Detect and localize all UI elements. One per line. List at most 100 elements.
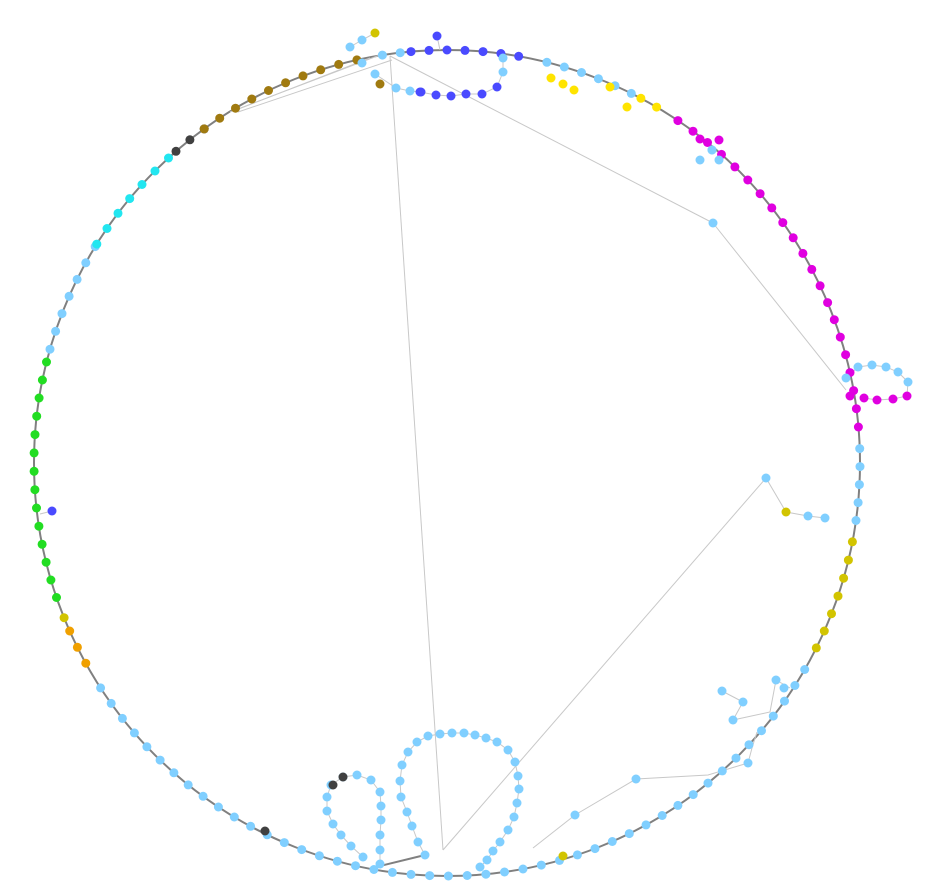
top-node [370,28,380,38]
big-loop-node [435,729,445,739]
ring-node [542,57,552,67]
ring-node [37,375,47,385]
edge [721,679,791,721]
big-loop-node [397,760,407,770]
cluster-node [631,774,641,784]
top-loop-node [446,91,456,101]
big-loop-node [402,807,412,817]
ring-node [778,218,788,228]
yellow-node [605,82,615,92]
ring-node [518,864,528,874]
ring-node [52,593,61,602]
ring-node [652,102,662,112]
diamond-node [695,155,705,165]
ring-node [843,555,853,565]
big-loop-node [482,855,492,865]
top-loop-node [492,82,502,92]
ring-node [377,50,387,60]
ring-node [231,103,240,113]
ring-node [657,811,667,820]
ring-node [854,480,864,490]
ring-node [558,851,568,861]
top-loop-node [416,87,426,97]
ring-node [481,869,491,879]
big-loop-node [420,850,430,860]
big-loop-node [423,731,433,741]
big-loop-node [412,737,422,747]
ring-node [298,71,308,81]
ring-node [730,162,740,172]
ring-node [81,658,91,668]
big-loop-path [399,732,520,868]
ring-node [369,865,379,874]
ring-node [731,753,741,763]
ring-node [853,422,863,432]
small-loop-node [328,780,338,790]
ring-node [703,138,712,147]
cluster-node [717,686,727,696]
ring-node [51,326,61,336]
ring-node [41,557,51,567]
ring-node [150,166,160,176]
ring-node [743,175,753,185]
top-loop-node [498,53,508,63]
small-loop-node [322,806,332,816]
ring-node [636,93,646,103]
ring-node [185,135,195,145]
big-loop-node [512,798,522,808]
ring-node [102,224,112,233]
big-loop-node [407,821,417,831]
ring-node [332,856,342,866]
ring-node [425,871,435,881]
big-loop-node [503,745,513,755]
ring-node [767,203,777,213]
ring-node [387,867,397,877]
ring-node [137,180,147,189]
ring-node [855,462,865,472]
small-loop-node [358,852,368,862]
right-loop-node [872,395,882,405]
ring-node [65,626,75,636]
big-loop-node [395,776,405,786]
big-loop-node [492,737,502,747]
ring-node [297,845,307,855]
ring-node [847,537,857,547]
ring-node [460,45,470,55]
ring-node [811,643,821,653]
ring-node [113,208,123,218]
top-node [432,31,442,41]
ring-node [815,281,825,291]
ring-node [593,74,603,84]
cross-link [712,222,847,391]
ring-node [641,820,651,830]
ring-node [213,802,223,812]
ring-node [29,466,39,476]
ring-node [823,298,833,308]
ring-node [790,681,800,690]
right-loop-node [881,362,891,372]
cluster-node [728,715,738,725]
right-loop-node [845,391,855,401]
cross-link [237,59,393,113]
ring-node [855,444,865,454]
ring-node [590,844,600,854]
cluster-node [570,810,580,820]
ring-node [807,264,817,274]
cross-link [389,55,714,224]
ring-node [34,393,44,403]
ring-node [462,871,472,880]
edge [532,814,576,849]
ring-node [703,778,713,788]
ring-node [442,45,452,55]
top-loop-node [477,89,487,99]
ring-node [607,837,617,846]
diamond-node [707,145,717,155]
right-loop-node [859,393,869,403]
ring-node [827,609,836,619]
ring-node [351,861,360,871]
ring-node [30,430,40,440]
ring-node [42,357,51,367]
ring-node [199,124,209,134]
ring-node [96,683,106,693]
